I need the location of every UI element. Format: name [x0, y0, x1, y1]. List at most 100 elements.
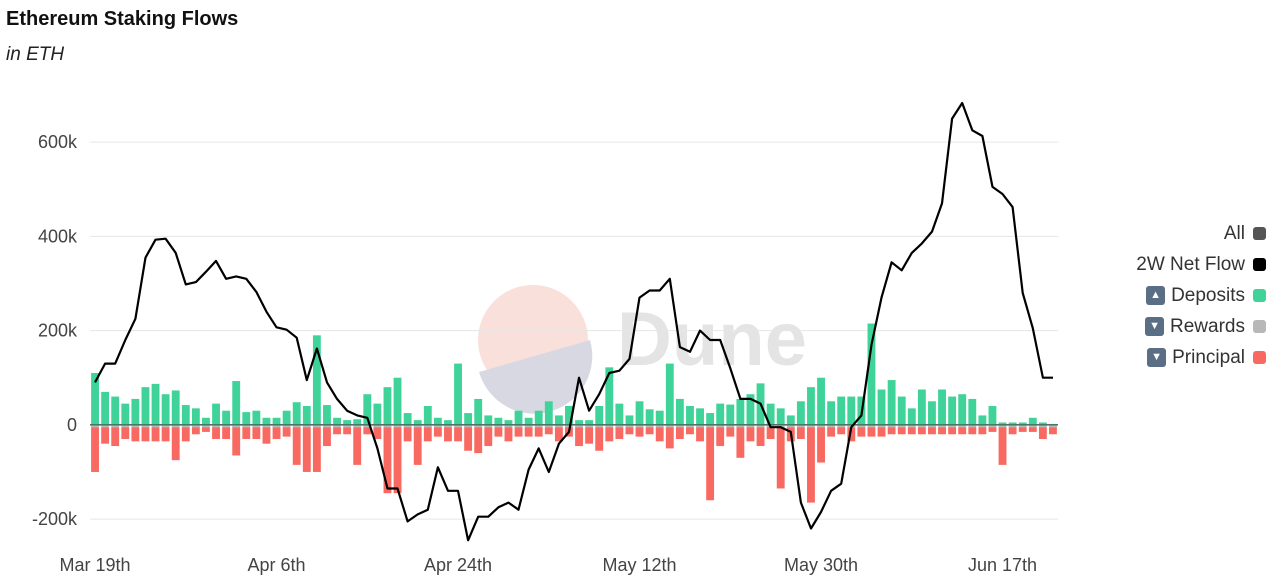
legend-swatch-deposits — [1253, 289, 1266, 302]
y-tick-label: 200k — [38, 321, 78, 341]
principal-bar — [91, 427, 99, 472]
rewards-bar — [837, 424, 846, 428]
principal-bar — [272, 427, 281, 439]
deposits-bar — [202, 417, 210, 425]
rewards-bar — [1038, 424, 1047, 428]
rewards-bar — [161, 424, 170, 428]
legend-item-all[interactable]: All — [1136, 218, 1266, 249]
rewards-bar — [242, 424, 251, 428]
principal-bar — [121, 427, 130, 439]
principal-bar — [423, 427, 432, 442]
down-arrow-icon: ▼ — [1145, 317, 1165, 336]
rewards-bar — [292, 424, 301, 428]
deposits-bar — [393, 377, 402, 425]
rewards-bar — [312, 424, 321, 428]
y-tick-label: 600k — [38, 132, 78, 152]
principal-bar — [1028, 427, 1037, 432]
deposits-bar — [353, 419, 362, 425]
rewards-bar — [534, 424, 543, 428]
legend-item-rewards[interactable]: ▼ Rewards — [1136, 311, 1266, 342]
rewards-bar — [262, 424, 271, 428]
rewards-bar — [171, 424, 180, 428]
principal-bar — [343, 427, 352, 435]
deposits-bar — [534, 410, 543, 425]
deposits-bar — [948, 396, 957, 425]
principal-bar — [686, 427, 694, 435]
principal-bar — [605, 427, 614, 442]
legend-swatch-all — [1253, 227, 1266, 240]
principal-bar — [675, 427, 684, 439]
principal-bar — [907, 427, 916, 435]
principal-bar — [716, 427, 725, 447]
deposits-bar — [433, 417, 442, 425]
principal-bar — [706, 427, 715, 501]
deposits-bar — [524, 417, 533, 425]
legend-item-principal[interactable]: ▼ Principal — [1136, 342, 1266, 373]
rewards-bar — [988, 424, 997, 428]
deposits-bar — [514, 410, 523, 425]
rewards-bar — [91, 424, 99, 428]
x-tick-label: May 12th — [603, 555, 677, 575]
deposits-bar — [635, 401, 644, 425]
deposits-bar — [121, 403, 130, 425]
deposits-bar — [565, 405, 573, 425]
deposits-bar — [101, 391, 110, 425]
rewards-bar — [393, 424, 402, 428]
deposits-bar — [605, 367, 614, 425]
principal-bar — [726, 427, 735, 437]
principal-bar — [817, 427, 825, 463]
rewards-bar — [706, 424, 715, 428]
deposits-bar — [817, 377, 825, 425]
y-axis: -200k 0 200k 400k 600k — [32, 132, 78, 529]
deposits-bar — [232, 381, 241, 425]
deposits-bar — [494, 417, 503, 425]
principal-bar — [474, 427, 483, 454]
rewards-bar — [151, 424, 160, 428]
principal-bar — [807, 427, 815, 503]
rewards-bar — [101, 424, 110, 428]
deposits-bar — [575, 420, 583, 425]
legend-swatch-principal — [1253, 351, 1266, 364]
principal-bar — [948, 427, 957, 435]
principal-bar — [585, 427, 594, 444]
principal-bar — [212, 427, 220, 439]
deposits-bar — [343, 420, 352, 425]
principal-bar — [1018, 427, 1027, 432]
net-flow-polyline — [94, 101, 1053, 542]
legend-item-2w-net-flow[interactable]: 2W Net Flow — [1136, 249, 1266, 280]
deposits-bar — [403, 413, 412, 425]
rewards-bar — [111, 424, 120, 428]
rewards-bar — [504, 424, 513, 428]
principal-bar — [625, 427, 634, 435]
deposits-bar — [272, 417, 281, 425]
rewards-bar — [222, 424, 231, 428]
rewards-bar — [696, 424, 704, 428]
deposits-bar — [171, 390, 180, 425]
rewards-bar — [786, 424, 795, 428]
x-tick-label: Jun 17th — [968, 555, 1037, 575]
chart-title: Ethereum Staking Flows — [6, 8, 239, 30]
bars — [90, 323, 1058, 503]
rewards-bar — [454, 424, 462, 428]
principal-bar — [847, 427, 856, 442]
principal-bar — [857, 427, 866, 437]
principal-bar — [292, 427, 301, 465]
rewards-bar — [917, 424, 926, 428]
rewards-bar — [998, 424, 1007, 428]
rewards-bar — [938, 424, 946, 428]
rewards-bar — [716, 424, 725, 428]
rewards-bar — [474, 424, 483, 428]
deposits-bar — [776, 408, 785, 425]
deposits-bar — [786, 415, 795, 425]
principal-bar — [776, 427, 785, 489]
deposits-bar — [444, 420, 452, 425]
legend-swatch-2w-net-flow — [1253, 258, 1266, 271]
rewards-bar — [333, 424, 341, 428]
principal-bar — [181, 427, 190, 442]
principal-bar — [252, 427, 261, 439]
rewards-bar — [615, 424, 624, 428]
rewards-bar — [907, 424, 916, 428]
deposits-bar — [302, 405, 311, 425]
deposits-bar — [544, 401, 553, 425]
legend-item-deposits[interactable]: ▲ Deposits — [1136, 280, 1266, 311]
